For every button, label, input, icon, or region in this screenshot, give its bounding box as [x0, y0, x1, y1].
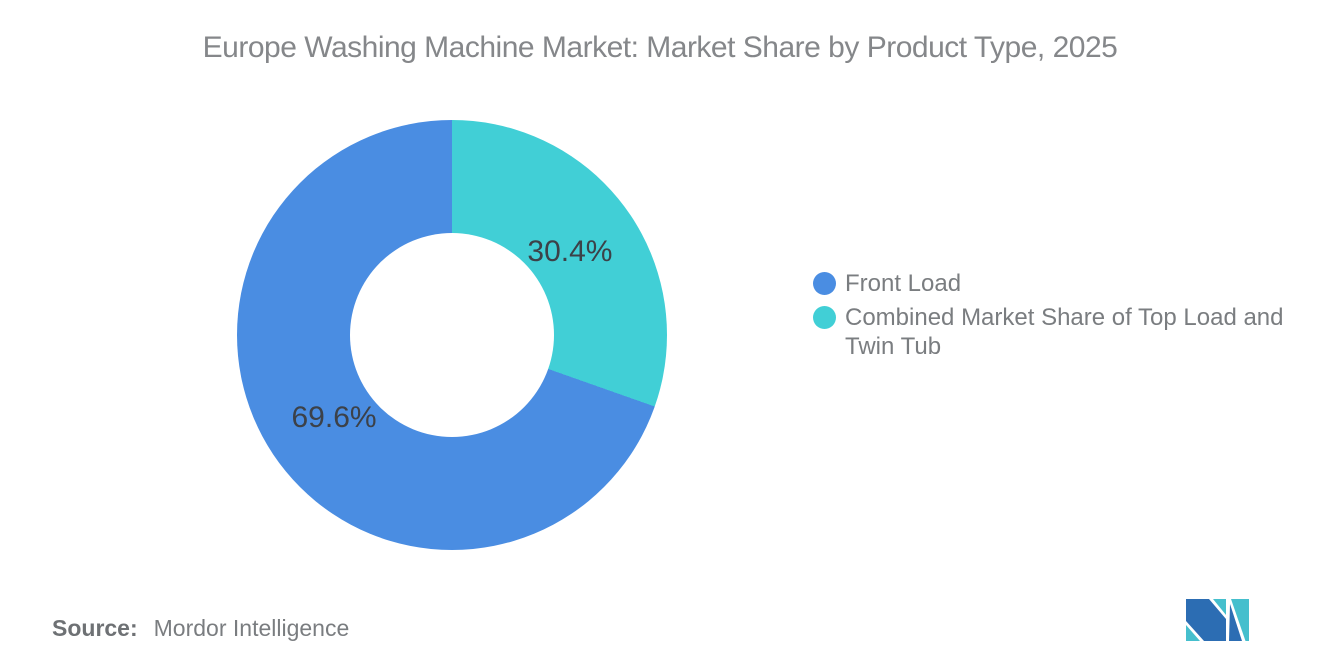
donut-chart: 69.6% 30.4% — [237, 120, 667, 550]
legend-swatch-front-load — [813, 272, 836, 295]
slice-label-top-load-twin-tub: 30.4% — [527, 234, 613, 268]
logo-teal-right-bar — [1231, 599, 1249, 641]
legend-label-top-load-twin-tub: Combined Market Share of Top Load and Tw… — [845, 303, 1284, 361]
source-line: Source: Mordor Intelligence — [52, 614, 349, 646]
logo-blue-diagonal — [1186, 599, 1226, 641]
legend-label-front-load: Front Load — [845, 270, 962, 297]
logo-blue-right-triangle — [1229, 604, 1242, 641]
chart-title: Europe Washing Machine Market: Market Sh… — [202, 31, 1118, 64]
logo-teal-bottom-left-triangle — [1186, 625, 1200, 641]
legend-label-line-2: Twin Tub — [845, 333, 942, 360]
legend: Front Load Combined Market Share of Top … — [813, 269, 1284, 366]
source-value: Mordor Intelligence — [153, 615, 350, 641]
logo-teal-top-right-triangle — [1213, 599, 1226, 615]
mordor-intelligence-logo — [1186, 599, 1249, 641]
legend-swatch-top-load-twin-tub — [813, 306, 836, 329]
donut-hole — [350, 233, 554, 437]
slice-label-front-load: 69.6% — [291, 401, 377, 435]
source-label: Source: — [52, 615, 138, 641]
legend-label-line-1: Combined Market Share of Top Load and — [845, 304, 1284, 331]
legend-item-front-load: Front Load — [813, 269, 1284, 298]
legend-item-top-load-twin-tub: Combined Market Share of Top Load and Tw… — [813, 303, 1284, 361]
